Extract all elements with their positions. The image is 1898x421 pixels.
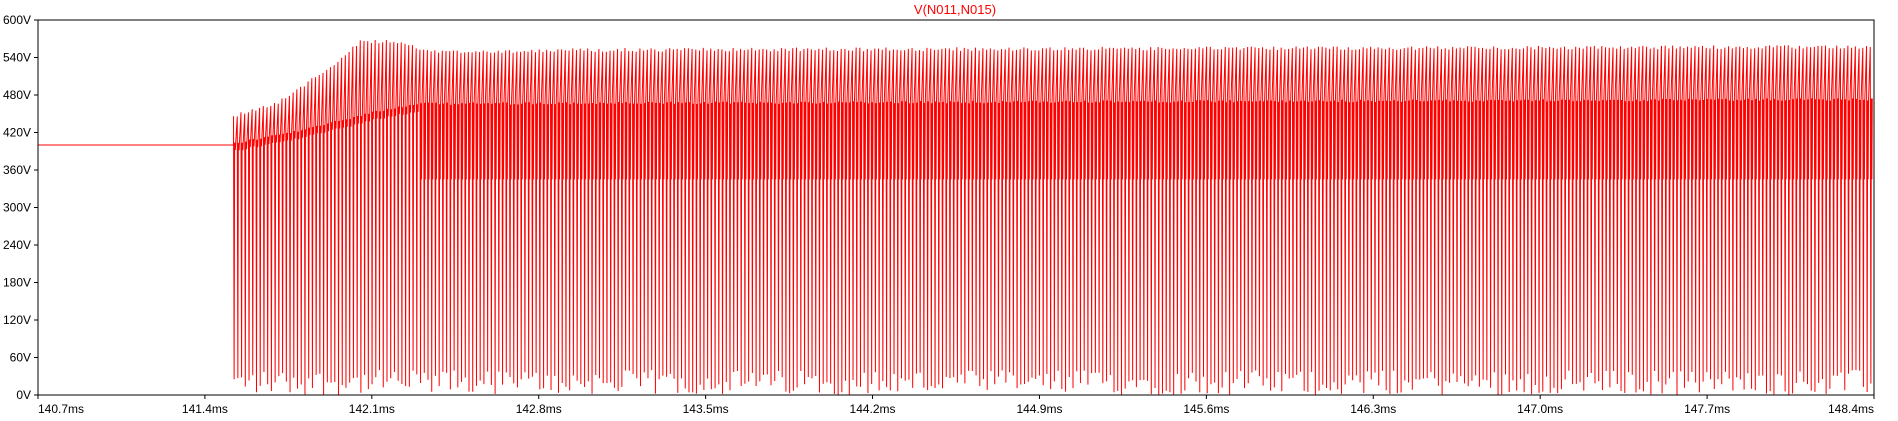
x-tick-label: 146.3ms bbox=[1350, 402, 1396, 416]
y-tick-label: 540V bbox=[3, 51, 31, 65]
y-tick-label: 240V bbox=[3, 238, 31, 252]
x-tick-label: 148.4ms bbox=[1828, 402, 1874, 416]
trace-layer bbox=[38, 40, 1873, 395]
y-tick-label: 360V bbox=[3, 163, 31, 177]
y-tick-label: 420V bbox=[3, 126, 31, 140]
y-tick-label: 300V bbox=[3, 201, 31, 215]
y-tick-label: 120V bbox=[3, 313, 31, 327]
x-tick-label: 145.6ms bbox=[1183, 402, 1229, 416]
x-axis: 140.7ms 141.4ms 142.1ms 142.8ms 143.5ms 144.2… bbox=[37, 395, 1875, 416]
y-tick-label: 60V bbox=[10, 351, 31, 365]
y-tick-label: 180V bbox=[3, 276, 31, 290]
x-tick-label: 140.7ms bbox=[38, 402, 84, 416]
y-tick-label: 600V bbox=[3, 13, 31, 27]
y-axis: 0V 60V 120V 180V 240V 300V 360V 420V 480V 540V 600… bbox=[3, 13, 38, 402]
x-tick-label: 142.1ms bbox=[349, 402, 395, 416]
series-line-v-n011-n015 bbox=[38, 40, 1873, 395]
x-tick-label: 144.9ms bbox=[1016, 402, 1062, 416]
chart-title: V(N011,N015) bbox=[914, 2, 996, 17]
x-tick-label: 142.8ms bbox=[516, 402, 562, 416]
x-tick-label: 143.5ms bbox=[683, 402, 729, 416]
x-tick-label: 147.7ms bbox=[1684, 402, 1730, 416]
y-tick-label: 480V bbox=[3, 88, 31, 102]
x-tick-label: 144.2ms bbox=[850, 402, 896, 416]
x-tick-label: 147.0ms bbox=[1517, 402, 1563, 416]
x-tick-label: 141.4ms bbox=[182, 402, 228, 416]
y-tick-label: 0V bbox=[16, 388, 31, 402]
